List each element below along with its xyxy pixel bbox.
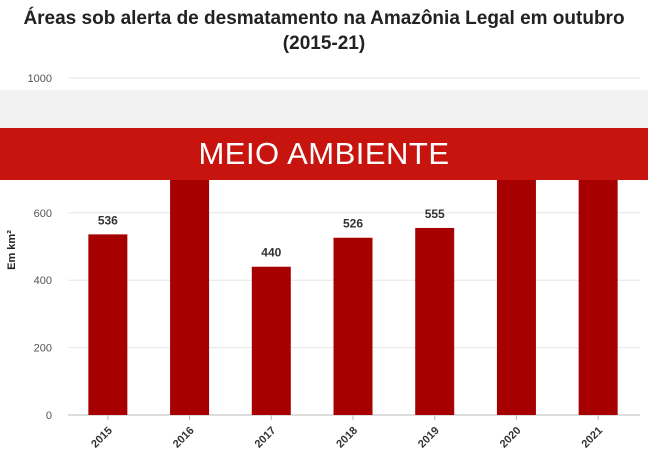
y-tick-label: 0 [46, 410, 52, 422]
y-tick-label: 200 [34, 343, 52, 355]
x-axis-ticks: 2015 2016 2017 2018 2019 2020 2021 [89, 415, 605, 450]
banner-band [0, 90, 648, 130]
bar [251, 266, 291, 415]
data-label: 536 [98, 213, 118, 227]
bar [88, 234, 128, 415]
data-label: 440 [261, 246, 281, 260]
x-tick-label: 2021 [579, 425, 605, 451]
data-label: 526 [343, 217, 363, 231]
x-tick-label: 2015 [89, 425, 115, 451]
section-banner: MEIO AMBIENTE [0, 128, 648, 180]
y-axis-ticks: 0 200 400 600 1000 [28, 73, 52, 422]
y-axis-label: Em km² [6, 230, 18, 270]
bar [170, 162, 210, 415]
bar [333, 237, 373, 415]
chart-title: Áreas sob alerta de desmatamento na Amaz… [23, 8, 625, 54]
x-tick-label: 2019 [416, 425, 442, 451]
y-tick-label: 400 [34, 275, 52, 287]
x-tick-label: 2016 [171, 425, 197, 451]
x-tick-label: 2017 [253, 425, 279, 451]
data-labels: 536 440 526 555 [98, 207, 445, 260]
x-tick-label: 2020 [498, 425, 524, 451]
y-tick-label: 1000 [28, 73, 52, 85]
x-tick-label: 2018 [334, 425, 360, 451]
bar [415, 227, 455, 415]
y-tick-label: 600 [34, 208, 52, 220]
bar [496, 133, 536, 415]
data-label: 555 [425, 207, 445, 221]
